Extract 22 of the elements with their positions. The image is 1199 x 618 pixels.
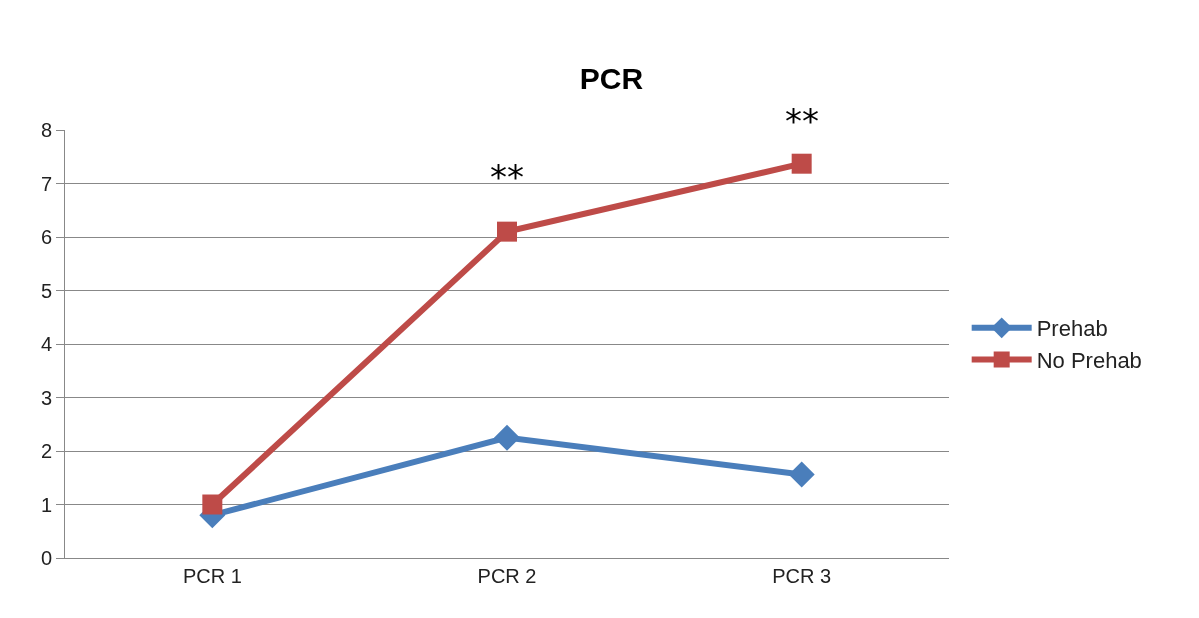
y-tick-label: 6 xyxy=(40,226,52,248)
annotation: ** xyxy=(490,157,524,197)
legend-label: Prehab xyxy=(1036,316,1108,342)
y-tick-label: 0 xyxy=(40,547,52,569)
x-tick-label: PCR 1 xyxy=(182,565,242,587)
y-tick-label: 2 xyxy=(40,440,52,462)
y-tick-label: 5 xyxy=(40,279,52,302)
y-tick-label: 4 xyxy=(40,333,52,355)
point xyxy=(791,153,812,174)
point xyxy=(202,494,223,515)
x-tick-label: PCR 2 xyxy=(477,565,537,587)
legend-label: No Prehab xyxy=(1036,347,1142,373)
annotation: ** xyxy=(785,101,819,141)
point xyxy=(497,221,517,242)
point xyxy=(494,424,520,451)
x-tick-label: PCR 3 xyxy=(772,565,832,587)
chart-title: PCR xyxy=(579,61,644,95)
y-tick-label: 7 xyxy=(40,172,52,195)
y-tick-label: 3 xyxy=(40,386,52,409)
y-tick-label: 1 xyxy=(40,493,52,516)
y-tick-label: 8 xyxy=(40,119,52,141)
point xyxy=(788,461,815,488)
